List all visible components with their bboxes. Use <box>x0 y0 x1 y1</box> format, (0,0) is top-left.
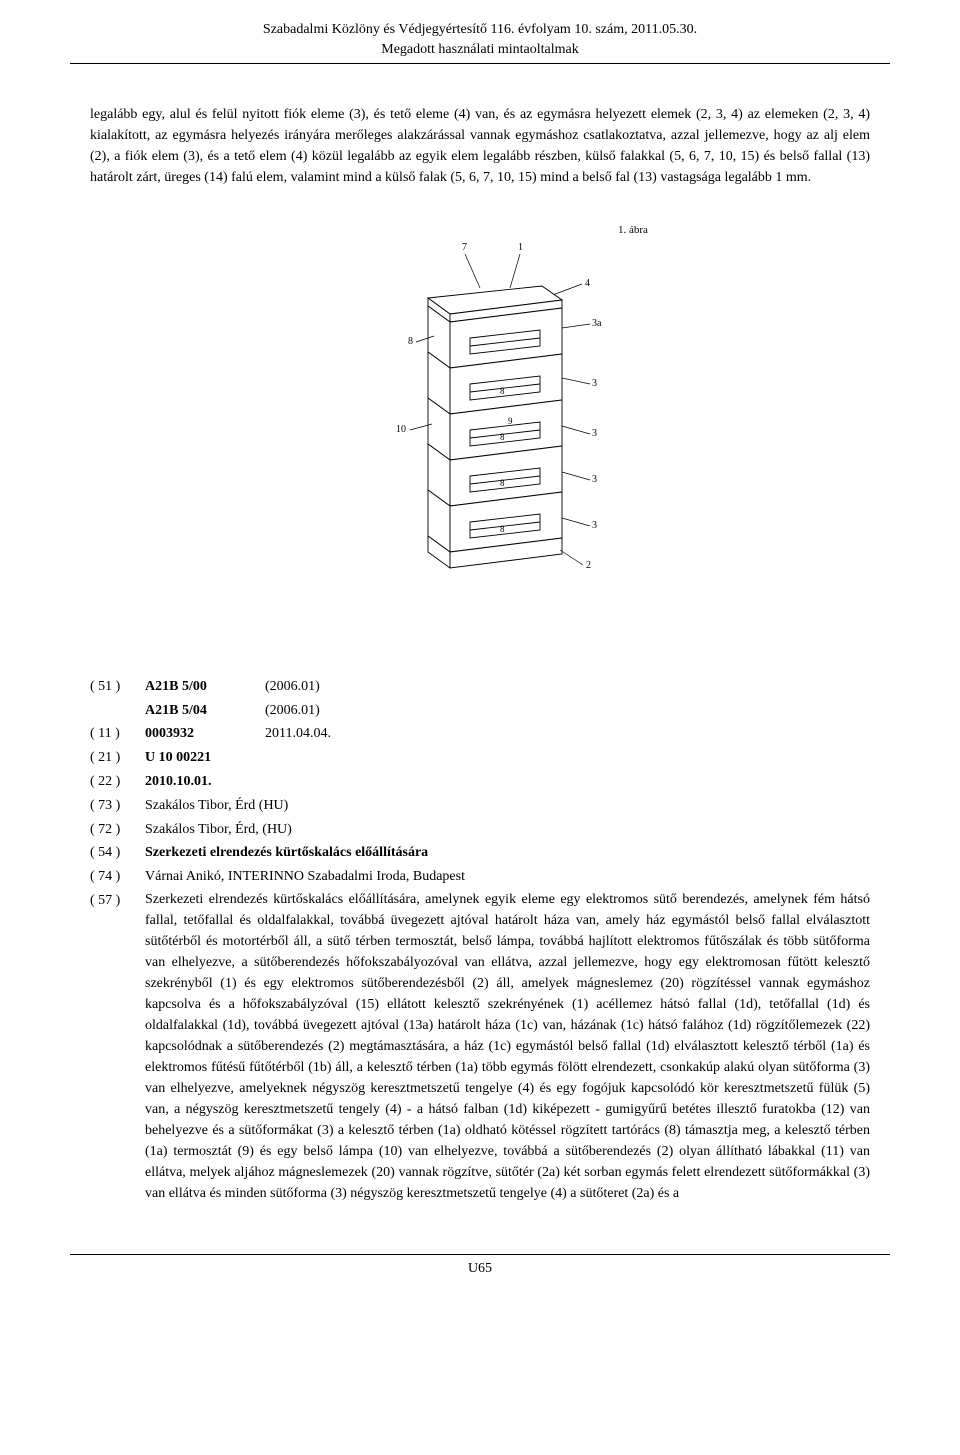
ipc-version-2: (2006.01) <box>265 699 870 723</box>
biblio-11: ( 11 ) 0003932 2011.04.04. <box>90 722 870 746</box>
svg-text:3a: 3a <box>592 318 602 329</box>
svg-text:3: 3 <box>592 428 597 439</box>
biblio-73: ( 73 ) Szakálos Tibor, Érd (HU) <box>90 794 870 818</box>
filing-date: 2010.10.01. <box>145 770 265 794</box>
inid-code: ( 57 ) <box>90 889 145 1204</box>
inid-code: ( 73 ) <box>90 794 145 818</box>
biblio-72: ( 72 ) Szakálos Tibor, Érd, (HU) <box>90 818 870 842</box>
biblio-57: ( 57 ) Szerkezeti elrendezés kürtőskalác… <box>90 889 870 1204</box>
publication-number: 0003932 <box>145 722 265 746</box>
ipc-class-2: A21B 5/04 <box>145 699 265 723</box>
svg-text:8: 8 <box>500 478 505 488</box>
svg-text:8: 8 <box>500 432 505 442</box>
svg-text:4: 4 <box>585 278 590 289</box>
ipc-version-1: (2006.01) <box>265 675 870 699</box>
proprietor: Szakálos Tibor, Érd (HU) <box>145 794 870 818</box>
inid-code: ( 72 ) <box>90 818 145 842</box>
svg-text:7: 7 <box>462 242 467 253</box>
svg-text:3: 3 <box>592 474 597 485</box>
inid-code: ( 51 ) <box>90 675 145 699</box>
svg-text:8: 8 <box>500 524 505 534</box>
svg-text:10: 10 <box>396 424 406 435</box>
representative: Várnai Anikó, INTERINNO Szabadalmi Iroda… <box>145 865 870 889</box>
inid-code: ( 11 ) <box>90 722 145 746</box>
inid-code: ( 74 ) <box>90 865 145 889</box>
title-of-invention: Szerkezeti elrendezés kürtőskalács előál… <box>145 841 870 865</box>
biblio-22: ( 22 ) 2010.10.01. <box>90 770 870 794</box>
claim-paragraph: legalább egy, alul és felül nyitott fiók… <box>70 104 890 188</box>
biblio-21: ( 21 ) U 10 00221 <box>90 746 870 770</box>
abstract-text: Szerkezeti elrendezés kürtőskalács előál… <box>145 889 870 1204</box>
page-header: Szabadalmi Közlöny és Védjegyértesítő 11… <box>70 20 890 59</box>
application-number: U 10 00221 <box>145 746 265 770</box>
ipc-class-1: A21B 5/00 <box>145 675 265 699</box>
svg-text:2: 2 <box>586 560 591 571</box>
svg-text:9: 9 <box>508 416 513 426</box>
inid-code: ( 54 ) <box>90 841 145 865</box>
svg-text:3: 3 <box>592 378 597 389</box>
footer-divider <box>70 1254 890 1255</box>
inid-code: ( 22 ) <box>90 770 145 794</box>
svg-text:3: 3 <box>592 520 597 531</box>
svg-text:1: 1 <box>518 242 523 253</box>
biblio-54: ( 54 ) Szerkezeti elrendezés kürtőskalác… <box>90 841 870 865</box>
biblio-51: ( 51 ) A21B 5/00 (2006.01) <box>90 675 870 699</box>
inid-code: ( 21 ) <box>90 746 145 770</box>
biblio-74: ( 74 ) Várnai Anikó, INTERINNO Szabadalm… <box>90 865 870 889</box>
svg-text:1. ábra: 1. ábra <box>618 224 648 236</box>
header-divider <box>70 63 890 64</box>
figure-1: 1. ábra 7 1 4 3a 8 <box>70 218 890 605</box>
publication-date: 2011.04.04. <box>265 722 870 746</box>
svg-text:8: 8 <box>500 386 505 396</box>
page-number: U65 <box>70 1259 890 1279</box>
inventor: Szakálos Tibor, Érd, (HU) <box>145 818 870 842</box>
header-title: Szabadalmi Közlöny és Védjegyértesítő 11… <box>70 20 890 40</box>
svg-text:8: 8 <box>408 336 413 347</box>
bibliographic-data: ( 51 ) A21B 5/00 (2006.01) A21B 5/04 (20… <box>90 675 870 1204</box>
biblio-51b: A21B 5/04 (2006.01) <box>90 699 870 723</box>
beehive-diagram: 1. ábra 7 1 4 3a 8 <box>310 218 650 598</box>
header-subtitle: Megadott használati mintaoltalmak <box>70 40 890 60</box>
